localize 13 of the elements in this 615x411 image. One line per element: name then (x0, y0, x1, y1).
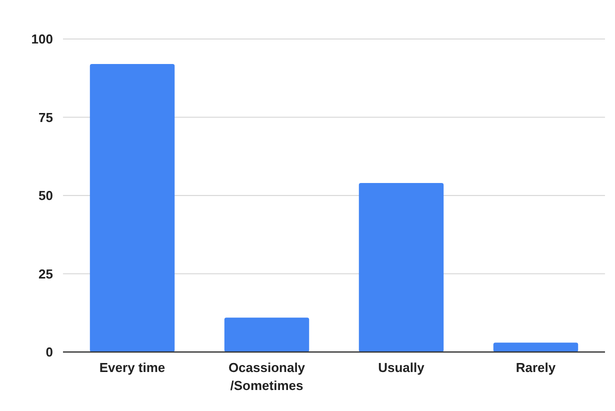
x-tick-label: Every time (99, 360, 166, 375)
y-tick-label: 50 (38, 188, 53, 204)
x-tick-label: Ocassionaly /Sometimes (228, 360, 306, 393)
bar (358, 182, 444, 352)
y-tick-label: 100 (31, 32, 53, 47)
bar (224, 318, 310, 352)
bar (493, 342, 578, 352)
x-tick-label: Rarely (516, 360, 556, 375)
x-tick-label: Usually (378, 360, 426, 375)
y-tick-label: 75 (38, 110, 53, 125)
y-tick-label: 25 (38, 266, 53, 282)
bar (90, 64, 175, 352)
y-tick-label: 0 (46, 344, 53, 360)
